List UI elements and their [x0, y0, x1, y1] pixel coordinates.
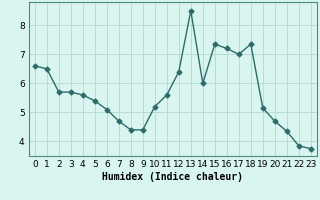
X-axis label: Humidex (Indice chaleur): Humidex (Indice chaleur) — [102, 172, 243, 182]
